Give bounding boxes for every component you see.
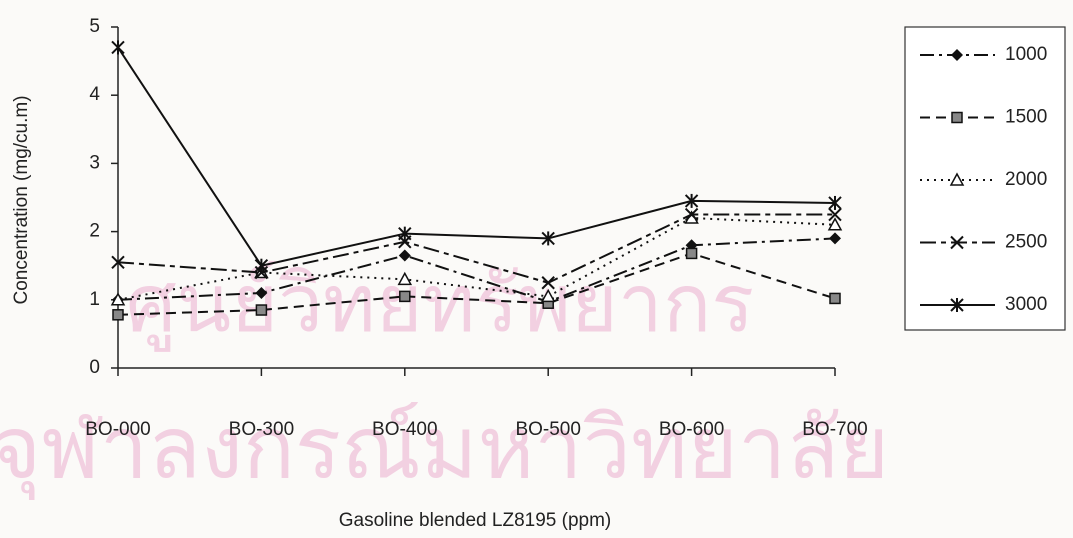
marker bbox=[950, 235, 964, 250]
marker bbox=[685, 247, 698, 260]
marker-part bbox=[255, 304, 268, 316]
marker bbox=[254, 258, 269, 273]
watermark: จุฬาลงกรณ์มหาวิทยาลัย bbox=[0, 401, 889, 501]
marker-part bbox=[112, 309, 124, 321]
marker bbox=[540, 288, 556, 303]
marker bbox=[950, 298, 964, 312]
x-tick-label: BO-400 bbox=[372, 419, 437, 440]
y-axis-title: Concentration (mg/cu.m) bbox=[11, 95, 32, 304]
y-tick-label: 5 bbox=[89, 16, 100, 37]
marker-part bbox=[541, 276, 555, 290]
marker bbox=[399, 290, 411, 303]
marker-part bbox=[684, 207, 699, 222]
marker-part bbox=[540, 288, 556, 303]
legend-label: 1500 bbox=[1005, 107, 1047, 128]
x-tick-label: BO-300 bbox=[229, 419, 294, 440]
marker bbox=[829, 292, 841, 305]
marker bbox=[949, 172, 965, 186]
marker bbox=[255, 286, 268, 299]
marker-part bbox=[829, 292, 841, 305]
x-tick-label: BO-700 bbox=[802, 419, 867, 440]
series-line bbox=[117, 237, 836, 303]
marker bbox=[951, 111, 963, 124]
x-axis-title: Gasoline blended LZ8195 (ppm) bbox=[339, 510, 612, 531]
marker bbox=[397, 271, 413, 286]
legend-label: 1000 bbox=[1005, 44, 1047, 65]
marker bbox=[684, 193, 699, 208]
marker-part bbox=[398, 249, 411, 262]
watermark: ศูนย์วิทยทรัพยากร bbox=[126, 259, 755, 352]
series-line bbox=[117, 46, 836, 267]
y-tick-label: 1 bbox=[89, 289, 100, 310]
marker-part bbox=[111, 255, 125, 269]
marker-part bbox=[110, 292, 126, 306]
marker-part bbox=[399, 290, 411, 303]
marker-part bbox=[951, 49, 963, 61]
series-line bbox=[117, 252, 836, 316]
marker bbox=[829, 232, 841, 245]
marker-part bbox=[829, 232, 841, 245]
marker-part bbox=[949, 172, 965, 186]
legend-label: 2500 bbox=[1005, 232, 1047, 253]
marker bbox=[112, 309, 124, 321]
y-tick-label: 3 bbox=[89, 152, 100, 173]
marker-part bbox=[828, 207, 842, 222]
x-tick-label: BO-600 bbox=[659, 419, 724, 440]
series-line bbox=[117, 213, 835, 284]
y-tick-label: 0 bbox=[89, 357, 100, 378]
marker-part bbox=[951, 111, 963, 124]
marker bbox=[110, 292, 126, 306]
marker bbox=[255, 304, 268, 316]
marker bbox=[828, 207, 842, 222]
marker bbox=[827, 217, 843, 231]
marker bbox=[828, 195, 842, 210]
legend-box bbox=[904, 26, 1066, 331]
marker bbox=[684, 207, 699, 222]
marker bbox=[398, 249, 411, 262]
marker bbox=[541, 276, 555, 290]
marker bbox=[541, 231, 555, 246]
legend-label: 3000 bbox=[1005, 294, 1047, 315]
marker bbox=[111, 40, 125, 55]
marker-part bbox=[397, 271, 413, 286]
marker-part bbox=[685, 247, 698, 260]
y-tick-label: 4 bbox=[89, 84, 100, 105]
x-tick-label: BO-500 bbox=[515, 419, 580, 440]
legend-label: 2000 bbox=[1005, 169, 1047, 190]
y-tick-label: 2 bbox=[89, 221, 100, 242]
x-tick-label: BO-000 bbox=[85, 419, 150, 440]
marker-part bbox=[827, 217, 843, 231]
marker bbox=[111, 255, 125, 269]
marker bbox=[951, 49, 963, 61]
marker-part bbox=[950, 235, 964, 250]
marker-part bbox=[255, 286, 268, 299]
marker bbox=[398, 226, 412, 241]
